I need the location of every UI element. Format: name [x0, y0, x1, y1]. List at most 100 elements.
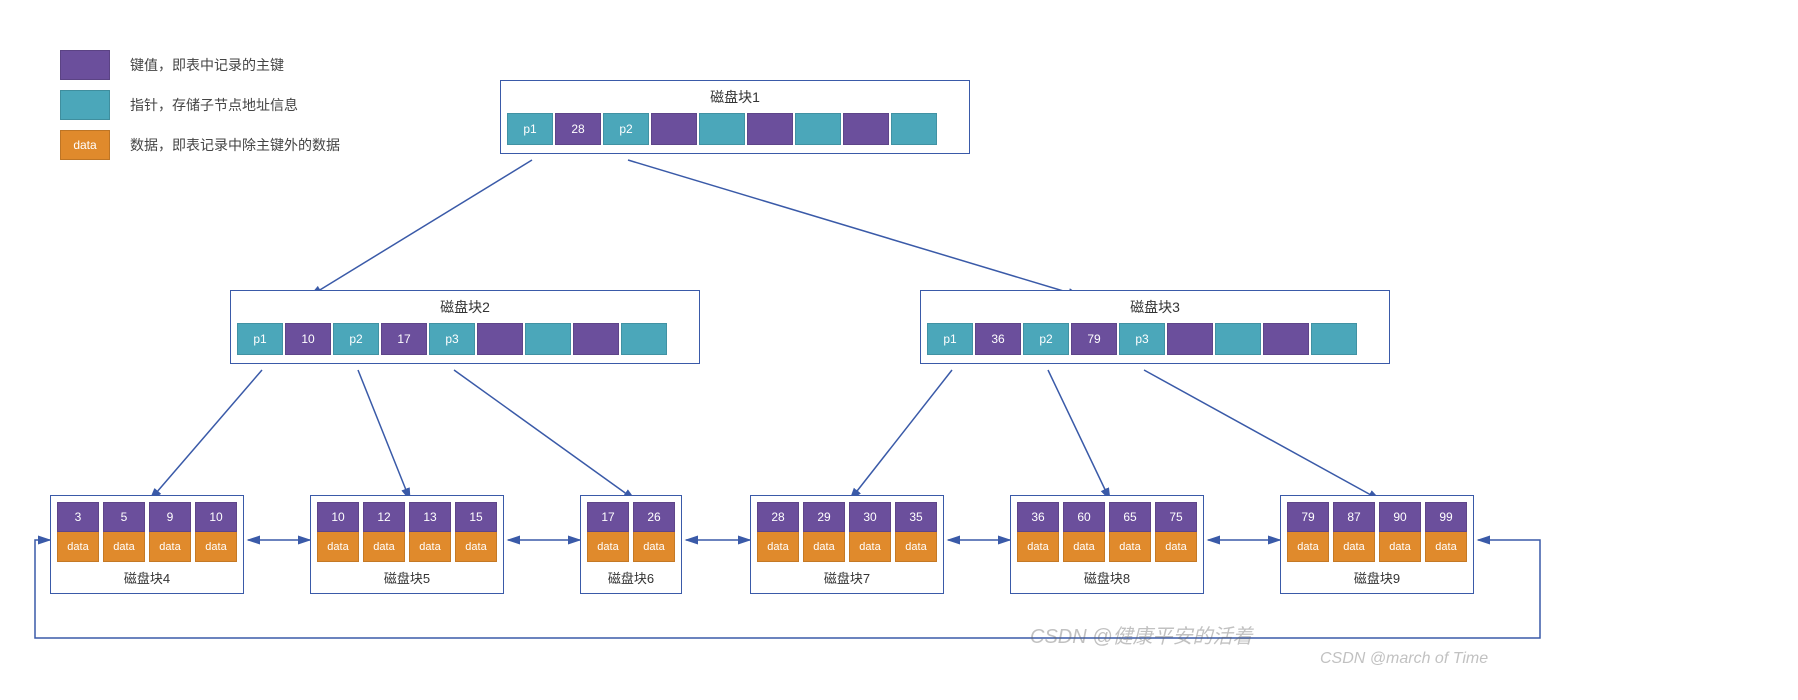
leaf-key-cell: 28 — [757, 502, 799, 532]
disk-block-1: 磁盘块1p128p2 — [500, 80, 970, 154]
leaf-cells: 36data60data65data75data — [1017, 502, 1197, 562]
leaf-key-cell: 10 — [195, 502, 237, 532]
leaf-cells: 17data26data — [587, 502, 675, 562]
leaf-key-cell: 90 — [1379, 502, 1421, 532]
key-cell — [747, 113, 793, 145]
leaf-title: 磁盘块8 — [1017, 568, 1197, 587]
leaf-block: 17data26data 磁盘块6 — [580, 495, 682, 594]
leaf-block: 36data60data65data75data磁盘块8 — [1010, 495, 1204, 594]
leaf-column: 5data — [103, 502, 145, 562]
block-title: 磁盘块2 — [231, 291, 699, 321]
block-title: 磁盘块3 — [921, 291, 1389, 321]
block-cells: p136p279p3 — [921, 321, 1389, 363]
leaf-key-cell: 65 — [1109, 502, 1151, 532]
leaf-column: 17data — [587, 502, 629, 562]
legend-item: 键值，即表中记录的主键 — [60, 50, 340, 80]
leaf-column: 13data — [409, 502, 451, 562]
leaf-column: 30data — [849, 502, 891, 562]
leaf-key-cell: 15 — [455, 502, 497, 532]
leaf-cells: 79data87data90data99data — [1287, 502, 1467, 562]
leaf-key-cell: 17 — [587, 502, 629, 532]
leaf-column: 26data — [633, 502, 675, 562]
pointer-cell — [795, 113, 841, 145]
legend: 键值，即表中记录的主键 指针，存储子节点地址信息 data 数据，即表记录中除主… — [60, 50, 340, 170]
leaf-column: 15data — [455, 502, 497, 562]
leaf-key-cell: 12 — [363, 502, 405, 532]
leaf-key-cell: 35 — [895, 502, 937, 532]
leaf-column: 3data — [57, 502, 99, 562]
leaf-title: 磁盘块6 — [587, 568, 675, 587]
leaf-data-cell: data — [587, 532, 629, 562]
key-cell — [573, 323, 619, 355]
key-cell — [477, 323, 523, 355]
leaf-key-cell: 13 — [409, 502, 451, 532]
leaf-data-cell: data — [1017, 532, 1059, 562]
key-cell: 28 — [555, 113, 601, 145]
diagram-canvas: 键值，即表中记录的主键 指针，存储子节点地址信息 data 数据，即表记录中除主… — [20, 20, 1778, 680]
watermark: CSDN @健康平安的活着 — [1030, 620, 1253, 649]
leaf-block: 3data5data9data10data磁盘块4 — [50, 495, 244, 594]
leaf-data-cell: data — [757, 532, 799, 562]
key-cell — [1167, 323, 1213, 355]
leaf-column: 9data — [149, 502, 191, 562]
leaf-title: 磁盘块7 — [757, 568, 937, 587]
pointer-cell: p1 — [927, 323, 973, 355]
pointer-cell — [621, 323, 667, 355]
leaf-title: 磁盘块4 — [57, 568, 237, 587]
leaf-data-cell: data — [1287, 532, 1329, 562]
pointer-cell — [699, 113, 745, 145]
leaf-column: 65data — [1109, 502, 1151, 562]
leaf-key-cell: 79 — [1287, 502, 1329, 532]
leaf-title: 磁盘块9 — [1287, 568, 1467, 587]
leaf-column: 90data — [1379, 502, 1421, 562]
leaf-column: 29data — [803, 502, 845, 562]
disk-block-2: 磁盘块2p110p217p3 — [230, 290, 700, 364]
leaf-data-cell: data — [317, 532, 359, 562]
leaf-data-cell: data — [455, 532, 497, 562]
pointer-cell — [1215, 323, 1261, 355]
legend-item: data 数据，即表记录中除主键外的数据 — [60, 130, 340, 160]
leaf-title: 磁盘块5 — [317, 568, 497, 587]
block-title: 磁盘块1 — [501, 81, 969, 111]
leaf-data-cell: data — [1379, 532, 1421, 562]
leaf-key-cell: 5 — [103, 502, 145, 532]
watermark: CSDN @march of Time — [1320, 650, 1488, 668]
key-cell — [1263, 323, 1309, 355]
legend-swatch-pointer — [60, 90, 110, 120]
legend-text: 指针，存储子节点地址信息 — [130, 95, 298, 115]
legend-swatch-key — [60, 50, 110, 80]
leaf-data-cell: data — [803, 532, 845, 562]
leaf-column: 79data — [1287, 502, 1329, 562]
leaf-block: 28data29data30data35data磁盘块7 — [750, 495, 944, 594]
leaf-cells: 10data12data13data15data — [317, 502, 497, 562]
leaf-cells: 3data5data9data10data — [57, 502, 237, 562]
leaf-data-cell: data — [103, 532, 145, 562]
leaf-data-cell: data — [849, 532, 891, 562]
key-cell — [843, 113, 889, 145]
pointer-cell — [525, 323, 571, 355]
leaf-column: 35data — [895, 502, 937, 562]
leaf-column: 75data — [1155, 502, 1197, 562]
leaf-data-cell: data — [1425, 532, 1467, 562]
leaf-data-cell: data — [633, 532, 675, 562]
leaf-key-cell: 60 — [1063, 502, 1105, 532]
leaf-column: 28data — [757, 502, 799, 562]
leaf-block: 79data87data90data99data 磁盘块9 — [1280, 495, 1474, 594]
leaf-cells: 28data29data30data35data — [757, 502, 937, 562]
leaf-column: 60data — [1063, 502, 1105, 562]
leaf-key-cell: 75 — [1155, 502, 1197, 532]
key-cell: 79 — [1071, 323, 1117, 355]
legend-swatch-label: data — [73, 138, 96, 152]
pointer-cell: p2 — [333, 323, 379, 355]
leaf-data-cell: data — [1155, 532, 1197, 562]
leaf-key-cell: 36 — [1017, 502, 1059, 532]
leaf-key-cell: 30 — [849, 502, 891, 532]
pointer-cell: p2 — [1023, 323, 1069, 355]
leaf-column: 12data — [363, 502, 405, 562]
legend-swatch-data: data — [60, 130, 110, 160]
leaf-data-cell: data — [1333, 532, 1375, 562]
leaf-key-cell: 9 — [149, 502, 191, 532]
legend-text: 键值，即表中记录的主键 — [130, 55, 284, 75]
leaf-data-cell: data — [57, 532, 99, 562]
key-cell — [651, 113, 697, 145]
